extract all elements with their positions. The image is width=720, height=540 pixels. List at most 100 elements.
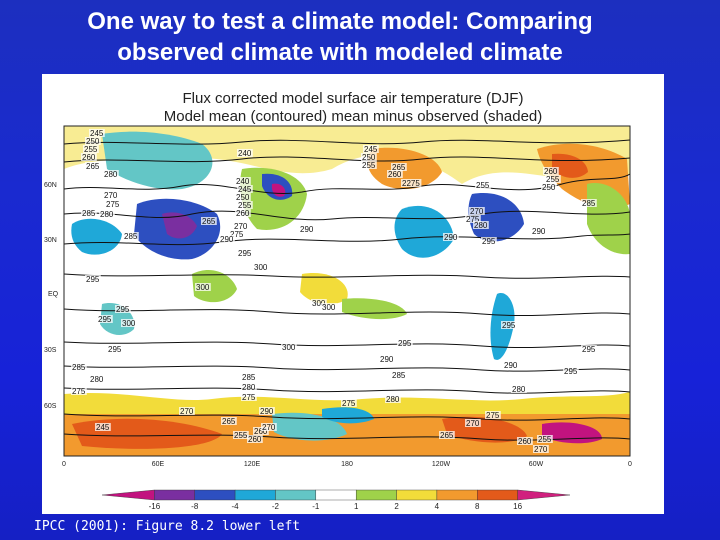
contour-label: 265 (392, 163, 406, 172)
contour-label-bg (391, 371, 407, 379)
contour-label: 260 (518, 437, 532, 446)
colorbar-tick-label: -16 (149, 502, 161, 511)
contour-label-bg (241, 383, 257, 391)
contour-label: 270 (534, 445, 548, 454)
contour-label-bg (397, 339, 413, 347)
colorbar-swatch (436, 489, 478, 501)
contour-label: 260 (82, 153, 96, 162)
colorbar-swatch (154, 489, 195, 501)
contour-label-bg (537, 435, 553, 443)
contour-label-bg (281, 343, 297, 351)
colorbar-tick-label: 4 (435, 502, 440, 511)
contour-label: 290 (504, 361, 518, 370)
contour-label: 245 (90, 129, 104, 138)
contour-label-bg (103, 191, 119, 199)
contour-label-bg (179, 407, 195, 415)
lat-label: 30N (44, 237, 57, 244)
contour-label-bg (517, 437, 533, 445)
contour-label-bg (311, 299, 327, 307)
contour-label: 280 (242, 383, 256, 392)
contour-label-bg (469, 207, 485, 215)
slide-title-line1: One way to test a climate model: Compari… (87, 8, 593, 35)
coastlines (64, 139, 630, 441)
contour-label-bg (503, 361, 519, 369)
contour-label-bg (253, 427, 269, 435)
contour-label: 245 (364, 145, 378, 154)
map-area (64, 126, 630, 456)
colorbar-swatch (234, 489, 276, 501)
lon-label: 120W (432, 461, 451, 468)
contour-label-bg (95, 423, 111, 431)
contour-label: 300 (122, 319, 136, 328)
lon-label: 0 (62, 461, 66, 468)
lon-label: 180 (341, 461, 353, 468)
contour-label-bg (511, 385, 527, 393)
contour-label-bg (541, 183, 557, 191)
contour-label-bg (385, 395, 401, 403)
contour-label-bg (247, 435, 263, 443)
contour-label-bg (233, 431, 249, 439)
contour-label-bg (581, 199, 597, 207)
contour-label: 295 (502, 321, 516, 330)
contour-label-bg (439, 431, 455, 439)
contour-label: 295 (564, 367, 578, 376)
contour-label: 295 (238, 249, 252, 258)
contour-label: 295 (108, 345, 122, 354)
lon-label: 60W (529, 461, 544, 468)
contour-label-bg (253, 263, 269, 271)
contour-label-bg (89, 375, 105, 383)
contour-label-bg (71, 387, 87, 395)
contour-label: 290 (260, 407, 274, 416)
contour-label: 250 (236, 193, 250, 202)
colorbar-swatch (101, 489, 155, 501)
contour-label-bg (81, 209, 97, 217)
contour-label-bg (361, 153, 377, 161)
slide-title-line2: observed climate with modeled climate (117, 39, 563, 66)
contour-label-bg (81, 153, 97, 161)
lon-label: 60E (152, 461, 165, 468)
contour-label-bg (237, 249, 253, 257)
contour-label-bg (235, 209, 251, 217)
contour-label: 285 (72, 363, 86, 372)
colorbar-tick-label: 2 (394, 502, 399, 511)
contour-label: 255 (362, 161, 376, 170)
slide-title: One way to test a climate model: Compari… (0, 6, 680, 68)
contour-label-bg (201, 217, 217, 225)
contour-label: 270 (104, 191, 118, 200)
contour-label: 280 (386, 395, 400, 404)
contour-label: 290 (380, 355, 394, 364)
contour-label: 255 (84, 145, 98, 154)
contour-label: 300 (322, 303, 336, 312)
contour-label-bg (533, 445, 549, 453)
contour-label-bg (543, 167, 559, 175)
contour-label: 255 (238, 201, 252, 210)
contour-label-bg (261, 423, 277, 431)
lon-label: 0 (628, 461, 632, 468)
figure-title-line1: Flux corrected model surface air tempera… (183, 90, 524, 107)
colorbar-tick-label: 8 (475, 502, 480, 511)
contour-label-bg (475, 181, 491, 189)
contour-label-bg (105, 200, 121, 208)
contour-label: 290 (300, 225, 314, 234)
contour-label-bg (219, 235, 235, 243)
colorbar-tick-label: 16 (513, 502, 522, 511)
contour-label: 245 (238, 185, 252, 194)
contour-label-bg (103, 170, 119, 178)
contour-label: 250 (86, 137, 100, 146)
contour-label: 265 (440, 431, 454, 440)
contour-label: 2275 (402, 179, 420, 188)
contour-label: 295 (116, 305, 130, 314)
contour-label-bg (259, 407, 275, 415)
contour-label: 275 (466, 215, 480, 224)
contour-label: 280 (104, 170, 118, 179)
colorbar-tick-label: -2 (272, 502, 280, 511)
contour-label: 280 (474, 221, 488, 230)
contour-label-bg (481, 237, 497, 245)
contour-label: 265 (202, 217, 216, 226)
contour-label-bg (85, 137, 101, 145)
contour-label: 300 (196, 283, 210, 292)
contour-label: 265 (222, 417, 236, 426)
contour-label-bg (107, 345, 123, 353)
contour-label-bg (123, 232, 139, 240)
contour-label: 295 (86, 275, 100, 284)
